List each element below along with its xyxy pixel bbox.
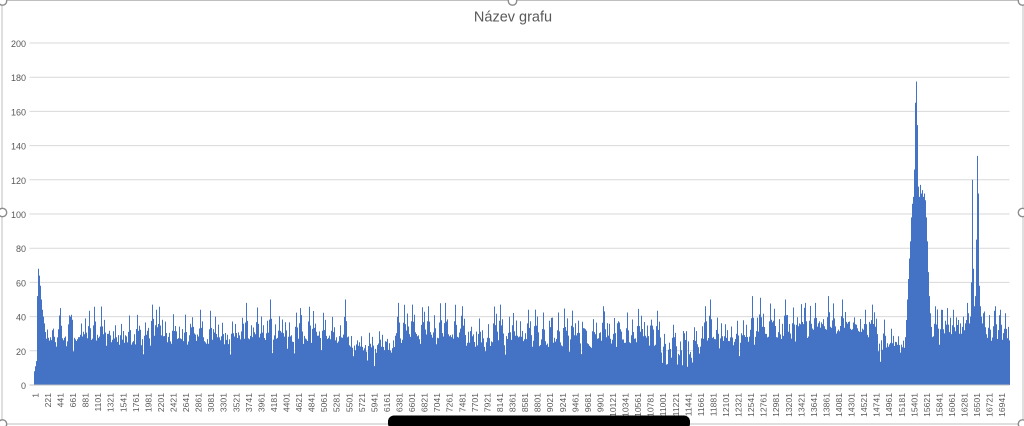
svg-text:0: 0 bbox=[21, 381, 26, 391]
svg-text:4621: 4621 bbox=[294, 393, 304, 412]
svg-text:1321: 1321 bbox=[106, 393, 116, 412]
svg-text:1: 1 bbox=[30, 393, 40, 398]
svg-text:2421: 2421 bbox=[168, 393, 178, 412]
svg-text:140: 140 bbox=[11, 142, 26, 152]
svg-text:9901: 9901 bbox=[595, 393, 605, 412]
svg-text:2861: 2861 bbox=[194, 393, 204, 412]
svg-text:14961: 14961 bbox=[884, 393, 894, 417]
svg-text:6161: 6161 bbox=[382, 393, 392, 412]
svg-text:60: 60 bbox=[16, 278, 26, 288]
svg-text:12541: 12541 bbox=[746, 393, 756, 417]
svg-text:16281: 16281 bbox=[960, 393, 970, 417]
svg-text:3521: 3521 bbox=[231, 393, 241, 412]
svg-text:16061: 16061 bbox=[947, 393, 957, 417]
svg-text:4181: 4181 bbox=[269, 393, 279, 412]
svg-text:12101: 12101 bbox=[721, 393, 731, 417]
svg-text:7261: 7261 bbox=[445, 393, 455, 412]
svg-text:11001: 11001 bbox=[658, 393, 668, 416]
svg-text:7921: 7921 bbox=[482, 393, 492, 412]
svg-text:11661: 11661 bbox=[696, 393, 706, 416]
svg-text:9681: 9681 bbox=[583, 393, 593, 412]
svg-text:15621: 15621 bbox=[922, 393, 932, 417]
svg-text:6601: 6601 bbox=[407, 393, 417, 412]
svg-text:3081: 3081 bbox=[206, 393, 216, 412]
svg-text:80: 80 bbox=[16, 244, 26, 254]
svg-text:180: 180 bbox=[11, 73, 26, 83]
svg-text:2641: 2641 bbox=[181, 393, 191, 412]
svg-text:16721: 16721 bbox=[985, 393, 995, 417]
svg-text:3961: 3961 bbox=[256, 393, 266, 412]
svg-text:16941: 16941 bbox=[997, 393, 1007, 417]
svg-text:40: 40 bbox=[16, 313, 26, 323]
svg-text:200: 200 bbox=[11, 39, 26, 49]
svg-text:11221: 11221 bbox=[671, 393, 681, 416]
svg-text:15401: 15401 bbox=[909, 393, 919, 417]
svg-text:14741: 14741 bbox=[872, 393, 882, 417]
svg-text:100: 100 bbox=[11, 210, 26, 220]
svg-text:5721: 5721 bbox=[357, 393, 367, 412]
svg-text:3301: 3301 bbox=[219, 393, 229, 412]
svg-text:14521: 14521 bbox=[859, 393, 869, 417]
svg-text:881: 881 bbox=[81, 393, 91, 408]
svg-text:2201: 2201 bbox=[156, 393, 166, 412]
svg-text:10561: 10561 bbox=[633, 393, 643, 417]
svg-text:8141: 8141 bbox=[495, 393, 505, 412]
svg-text:160: 160 bbox=[11, 107, 26, 117]
svg-text:4401: 4401 bbox=[282, 393, 292, 412]
svg-text:13201: 13201 bbox=[784, 393, 794, 417]
svg-text:5941: 5941 bbox=[369, 393, 379, 412]
svg-text:5281: 5281 bbox=[332, 393, 342, 412]
svg-text:8361: 8361 bbox=[508, 393, 518, 412]
svg-text:5061: 5061 bbox=[319, 393, 329, 412]
svg-text:9241: 9241 bbox=[558, 393, 568, 412]
svg-text:9461: 9461 bbox=[570, 393, 580, 412]
svg-text:6381: 6381 bbox=[395, 393, 405, 412]
svg-text:9021: 9021 bbox=[545, 393, 555, 412]
svg-text:1761: 1761 bbox=[131, 393, 141, 412]
svg-text:221: 221 bbox=[43, 393, 53, 408]
svg-text:7481: 7481 bbox=[457, 393, 467, 412]
svg-text:1981: 1981 bbox=[143, 393, 153, 412]
svg-text:120: 120 bbox=[11, 176, 26, 186]
svg-text:12761: 12761 bbox=[759, 393, 769, 417]
svg-text:11881: 11881 bbox=[708, 393, 718, 416]
svg-text:6821: 6821 bbox=[420, 393, 430, 412]
svg-text:4841: 4841 bbox=[307, 393, 317, 412]
svg-text:20: 20 bbox=[16, 347, 26, 357]
svg-text:10341: 10341 bbox=[621, 393, 631, 417]
svg-text:1101: 1101 bbox=[93, 393, 103, 412]
svg-text:7701: 7701 bbox=[470, 393, 480, 412]
svg-text:Název grafu: Název grafu bbox=[474, 10, 552, 26]
svg-text:12981: 12981 bbox=[771, 393, 781, 417]
svg-text:15181: 15181 bbox=[897, 393, 907, 417]
svg-text:8801: 8801 bbox=[533, 393, 543, 412]
svg-text:15841: 15841 bbox=[934, 393, 944, 417]
svg-text:14081: 14081 bbox=[834, 393, 844, 417]
svg-text:14301: 14301 bbox=[847, 393, 857, 417]
svg-text:10781: 10781 bbox=[646, 393, 656, 417]
svg-text:12321: 12321 bbox=[734, 393, 744, 417]
svg-text:661: 661 bbox=[68, 393, 78, 408]
svg-text:1541: 1541 bbox=[118, 393, 128, 412]
svg-text:13421: 13421 bbox=[796, 393, 806, 417]
svg-text:10121: 10121 bbox=[608, 393, 618, 417]
svg-text:5501: 5501 bbox=[344, 393, 354, 412]
svg-text:8581: 8581 bbox=[520, 393, 530, 412]
svg-text:3741: 3741 bbox=[244, 393, 254, 412]
svg-text:13861: 13861 bbox=[821, 393, 831, 417]
svg-text:7041: 7041 bbox=[432, 393, 442, 412]
svg-text:441: 441 bbox=[55, 393, 65, 408]
svg-text:13641: 13641 bbox=[809, 393, 819, 417]
svg-text:11441: 11441 bbox=[683, 393, 693, 416]
svg-text:16501: 16501 bbox=[972, 393, 982, 417]
